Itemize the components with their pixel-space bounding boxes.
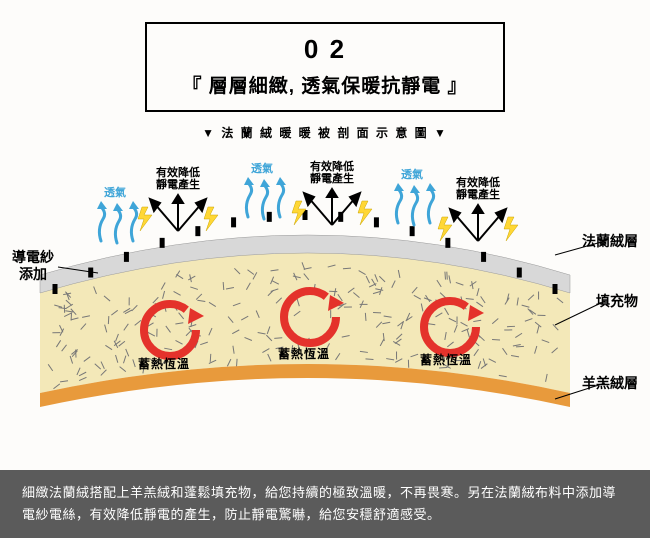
label-flannel: 法蘭絨層	[582, 231, 638, 251]
label-conductive-yarn: 導電紗添加	[12, 249, 54, 283]
heat-label: 蓄熱恆溫	[278, 345, 330, 362]
title-number: 0 2	[147, 34, 503, 65]
label-filling: 填充物	[596, 291, 638, 311]
title-box: 0 2 『 層層細緻, 透氣保暖抗靜電 』	[145, 22, 505, 112]
static-arrows-icon	[436, 203, 520, 243]
diagram-caption: ▼ 法 蘭 絨 暖 暖 被 剖 面 示 意 圖 ▼	[0, 124, 650, 141]
anno-static1: 有效降低靜電產生	[130, 167, 226, 238]
breathe-arrows-icon	[232, 177, 292, 221]
label-lamb: 羊羔絨層	[582, 373, 638, 393]
static-arrows-icon	[290, 187, 374, 227]
anno-static3: 有效降低靜電產生	[430, 177, 526, 248]
heat-label: 蓄熱恆溫	[420, 351, 472, 368]
top-annotations: 透氣 有效降低靜電產生 透氣	[0, 145, 650, 235]
footer-description: 細緻法蘭絨搭配上羊羔絨和蓬鬆填充物，給您持續的極致溫暖，不再畏寒。另在法蘭絨布料…	[0, 470, 650, 538]
title-subtitle: 『 層層細緻, 透氣保暖抗靜電 』	[147, 71, 503, 98]
static-arrows-icon	[136, 193, 220, 233]
cross-section-diagram: 透氣 有效降低靜電產生 透氣	[0, 145, 650, 445]
heat-label: 蓄熱恆溫	[138, 355, 190, 372]
